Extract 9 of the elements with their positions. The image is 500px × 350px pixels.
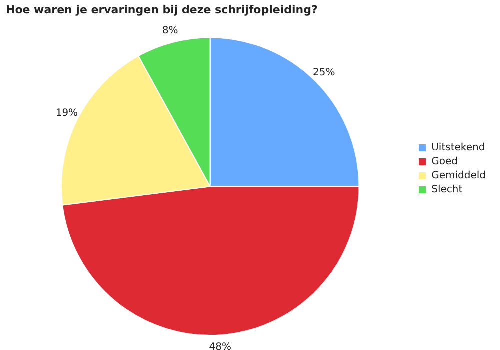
data-label: 19% — [56, 108, 78, 120]
legend-label: Goed — [432, 156, 458, 168]
legend-label: Gemiddeld — [432, 170, 486, 182]
legend-label: Uitstekend — [432, 142, 486, 154]
data-label: 8% — [162, 25, 178, 36]
chart-title: Hoe waren je ervaringen bij deze schrijfopleiding? — [6, 3, 318, 16]
legend-label: Slecht — [432, 184, 463, 196]
data-label: 48% — [209, 342, 232, 350]
data-label: 25% — [312, 67, 336, 78]
